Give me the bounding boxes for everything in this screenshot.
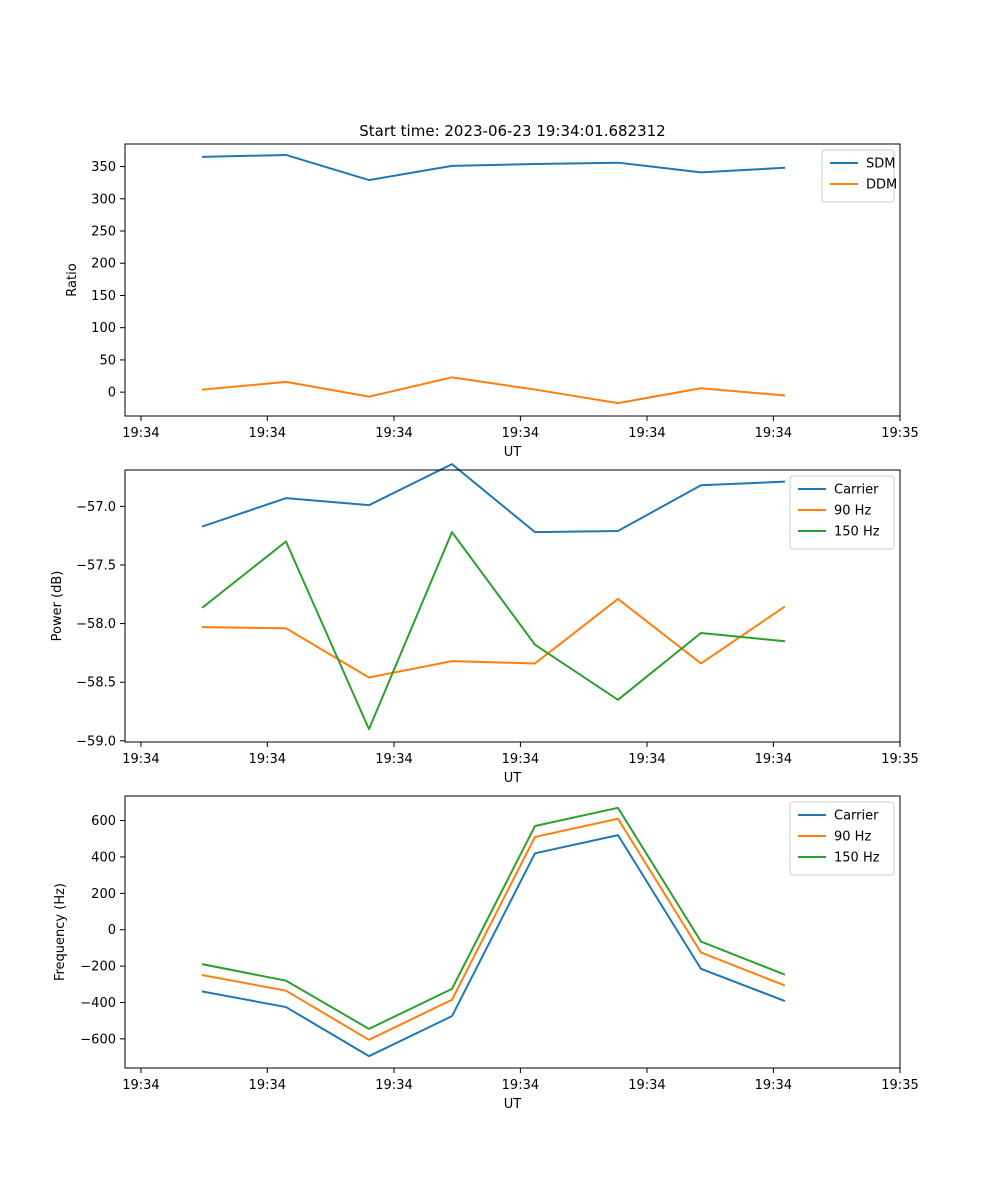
y-tick-label: 150 <box>91 289 116 304</box>
series-line-90-hz <box>201 597 786 679</box>
y-tick-label: −400 <box>80 996 116 1011</box>
y-tick-label: 600 <box>91 814 116 829</box>
series-line-90-hz <box>201 817 786 1041</box>
y-tick-label: 350 <box>91 160 116 175</box>
x-tick-label: 19:35 <box>881 1078 918 1093</box>
y-axis-label: Power (dB) <box>50 571 65 642</box>
y-tick-label: 300 <box>91 192 116 207</box>
axes-frame <box>124 143 901 417</box>
legend-label-150-hz: 150 Hz <box>834 525 880 540</box>
y-tick-label: 0 <box>108 923 116 938</box>
legend-label-90-hz: 90 Hz <box>834 504 871 519</box>
y-tick-label: −600 <box>80 1032 116 1047</box>
legend-label-carrier: Carrier <box>834 809 879 824</box>
series-line-carrier <box>201 463 786 534</box>
axes-frame <box>124 795 901 1069</box>
x-tick-label: 19:34 <box>502 1078 539 1093</box>
y-axis-label: Ratio <box>65 263 80 296</box>
y-tick-label: 200 <box>91 887 116 902</box>
x-tick-label: 19:34 <box>502 426 539 441</box>
legend-label-carrier: Carrier <box>834 483 879 498</box>
x-tick-label: 19:35 <box>881 752 918 767</box>
x-tick-label: 19:34 <box>122 426 159 441</box>
series-line-150-hz <box>201 531 786 731</box>
y-tick-label: 250 <box>91 225 116 240</box>
x-tick-label: 19:34 <box>502 752 539 767</box>
x-axis-label: UT <box>504 445 522 460</box>
subplot-2: 19:34 19:34 19:34 19:34 19:34 19:34 19:35 UT −57… <box>50 463 919 786</box>
y-tick-label: 50 <box>99 353 116 368</box>
y-tick-label: −200 <box>80 960 116 975</box>
y-axis-label: Frequency (Hz) <box>53 883 68 981</box>
series-line-ddm <box>201 376 786 405</box>
x-tick-label: 19:34 <box>122 752 159 767</box>
y-tick-label: 400 <box>91 850 116 865</box>
legend: Carrier 90 Hz 150 Hz <box>789 475 895 550</box>
legend: Carrier 90 Hz 150 Hz <box>789 801 895 876</box>
legend-label-ddm: DDM <box>866 178 897 193</box>
legend: SDM DDM <box>821 149 897 203</box>
subplots: 19:34 19:34 19:34 19:34 19:34 19:34 19:35 UT 0 50… <box>50 143 919 1112</box>
x-tick-label: 19:34 <box>375 1078 412 1093</box>
y-tick-label: −57.0 <box>76 500 116 515</box>
x-tick-label: 19:35 <box>881 426 918 441</box>
y-tick-label: −59.0 <box>76 734 116 749</box>
subplot-3: 19:34 19:34 19:34 19:34 19:34 19:34 19:35 UT −60… <box>53 795 919 1112</box>
x-tick-label: 19:34 <box>249 1078 286 1093</box>
series-line-150-hz <box>201 806 786 1030</box>
series-line-sdm <box>201 153 786 182</box>
x-tick-label: 19:34 <box>628 1078 665 1093</box>
x-tick-label: 19:34 <box>755 752 792 767</box>
x-tick-label: 19:34 <box>375 426 412 441</box>
x-tick-label: 19:34 <box>755 426 792 441</box>
figure-title: Start time: 2023-06-23 19:34:01.682312 <box>359 122 665 140</box>
y-tick-label: −57.5 <box>76 558 116 573</box>
x-axis-label: UT <box>504 1097 522 1112</box>
y-tick-label: 0 <box>108 386 116 401</box>
legend-label-150-hz: 150 Hz <box>834 851 880 866</box>
x-tick-label: 19:34 <box>628 426 665 441</box>
x-tick-label: 19:34 <box>249 426 286 441</box>
y-tick-label: −58.5 <box>76 676 116 691</box>
x-tick-label: 19:34 <box>755 1078 792 1093</box>
series-line-carrier <box>201 834 786 1058</box>
subplot-1: 19:34 19:34 19:34 19:34 19:34 19:34 19:35 UT 0 50… <box>65 143 919 460</box>
x-tick-label: 19:34 <box>122 1078 159 1093</box>
y-tick-label: 100 <box>91 321 116 336</box>
x-tick-label: 19:34 <box>249 752 286 767</box>
x-tick-label: 19:34 <box>628 752 665 767</box>
y-tick-label: −58.0 <box>76 617 116 632</box>
x-axis-label: UT <box>504 771 522 786</box>
x-tick-label: 19:34 <box>375 752 412 767</box>
axes-frame <box>124 469 901 743</box>
y-tick-label: 200 <box>91 257 116 272</box>
legend-label-sdm: SDM <box>866 157 895 172</box>
legend-label-90-hz: 90 Hz <box>834 830 871 845</box>
